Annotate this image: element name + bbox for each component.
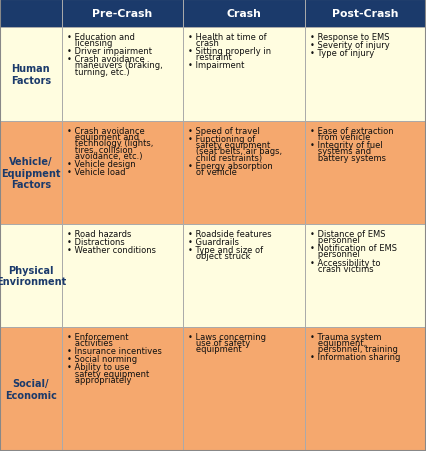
Text: crash: crash	[188, 39, 219, 48]
Text: activities: activities	[67, 338, 113, 347]
Text: personnel, training: personnel, training	[310, 345, 397, 354]
Text: • Speed of travel: • Speed of travel	[188, 126, 260, 135]
Text: Social/
Economic: Social/ Economic	[5, 378, 57, 400]
Text: safety equipment: safety equipment	[188, 141, 271, 150]
Text: • Energy absorption: • Energy absorption	[188, 161, 273, 170]
Text: • Functioning of: • Functioning of	[188, 134, 256, 143]
Text: • Sitting properly in: • Sitting properly in	[188, 47, 271, 56]
Text: restraint: restraint	[188, 53, 232, 62]
Text: • Type and size of: • Type and size of	[188, 245, 263, 254]
Text: • Insurance incentives: • Insurance incentives	[67, 346, 162, 355]
Text: maneuvers (braking,: maneuvers (braking,	[67, 61, 163, 70]
Bar	[305, 327, 426, 451]
Text: avoidance, etc.): avoidance, etc.)	[67, 152, 142, 161]
Bar	[183, 28, 305, 122]
Text: • Accessibility to: • Accessibility to	[310, 258, 380, 267]
Text: • Social norming: • Social norming	[67, 354, 137, 364]
Bar	[183, 122, 305, 225]
Bar	[183, 327, 305, 451]
Text: crash victims: crash victims	[310, 264, 373, 273]
Bar	[305, 28, 426, 122]
Text: tires, collision: tires, collision	[67, 145, 133, 154]
Text: • Information sharing: • Information sharing	[310, 353, 400, 362]
Text: • Impairment: • Impairment	[188, 61, 245, 70]
Bar	[0, 327, 62, 451]
Text: (seat belts, air bags,: (seat belts, air bags,	[188, 147, 282, 156]
Bar	[0, 0, 62, 28]
Text: • Road hazards: • Road hazards	[67, 229, 131, 238]
Text: • Crash avoidance: • Crash avoidance	[67, 55, 145, 64]
Bar	[183, 0, 305, 28]
Text: • Laws concerning: • Laws concerning	[188, 332, 266, 341]
Text: child restraints): child restraints)	[188, 153, 262, 162]
Bar	[0, 225, 62, 327]
Text: appropriately: appropriately	[67, 375, 131, 384]
Text: technology (lights,: technology (lights,	[67, 139, 153, 148]
Text: licensing: licensing	[67, 39, 112, 48]
Text: Physical
Environment: Physical Environment	[0, 265, 66, 287]
Text: • Response to EMS: • Response to EMS	[310, 32, 389, 41]
Text: systems and: systems and	[310, 147, 371, 156]
Text: • Roadside features: • Roadside features	[188, 229, 272, 238]
Text: equipment: equipment	[188, 345, 242, 354]
Text: • Ease of extraction: • Ease of extraction	[310, 126, 393, 135]
Bar	[0, 122, 62, 225]
Bar	[305, 0, 426, 28]
Text: • Health at time of: • Health at time of	[188, 32, 267, 41]
Text: equipment and: equipment and	[67, 133, 139, 142]
Text: object struck: object struck	[188, 252, 251, 261]
Text: • Severity of injury: • Severity of injury	[310, 41, 389, 50]
Text: • Notification of EMS: • Notification of EMS	[310, 244, 397, 253]
Text: battery systems: battery systems	[310, 153, 386, 162]
Text: • Vehicle design: • Vehicle design	[67, 160, 135, 169]
Text: safety equipment: safety equipment	[67, 369, 149, 378]
Bar	[305, 122, 426, 225]
Text: • Distance of EMS: • Distance of EMS	[310, 229, 385, 238]
Bar	[0, 28, 62, 122]
Text: • Type of injury: • Type of injury	[310, 49, 374, 58]
Text: Vehicle/
Equipment
Factors: Vehicle/ Equipment Factors	[1, 156, 60, 190]
Bar	[62, 225, 183, 327]
Text: Crash: Crash	[227, 9, 261, 19]
Text: • Driver impairment: • Driver impairment	[67, 47, 152, 56]
Text: • Education and: • Education and	[67, 32, 135, 41]
Bar	[62, 327, 183, 451]
Text: • Distractions: • Distractions	[67, 237, 125, 246]
Text: equipment,: equipment,	[310, 338, 366, 347]
Bar	[62, 0, 183, 28]
Text: of vehicle: of vehicle	[188, 168, 237, 177]
Bar	[62, 122, 183, 225]
Text: from vehicle: from vehicle	[310, 133, 370, 142]
Text: • Enforcement: • Enforcement	[67, 332, 128, 341]
Text: turning, etc.): turning, etc.)	[67, 68, 130, 77]
Text: • Trauma system: • Trauma system	[310, 332, 381, 341]
Bar	[305, 225, 426, 327]
Text: • Integrity of fuel: • Integrity of fuel	[310, 141, 383, 150]
Text: Pre-Crash: Pre-Crash	[92, 9, 153, 19]
Text: • Ability to use: • Ability to use	[67, 363, 130, 372]
Text: • Crash avoidance: • Crash avoidance	[67, 126, 145, 135]
Text: Human
Factors: Human Factors	[11, 64, 51, 86]
Bar	[183, 225, 305, 327]
Bar	[62, 28, 183, 122]
Text: use of safety: use of safety	[188, 338, 250, 347]
Text: • Guardrails: • Guardrails	[188, 237, 239, 246]
Text: personnel: personnel	[310, 250, 360, 259]
Text: Post-Crash: Post-Crash	[332, 9, 399, 19]
Text: personnel: personnel	[310, 235, 360, 244]
Text: • Vehicle load: • Vehicle load	[67, 168, 125, 177]
Text: • Weather conditions: • Weather conditions	[67, 245, 156, 254]
